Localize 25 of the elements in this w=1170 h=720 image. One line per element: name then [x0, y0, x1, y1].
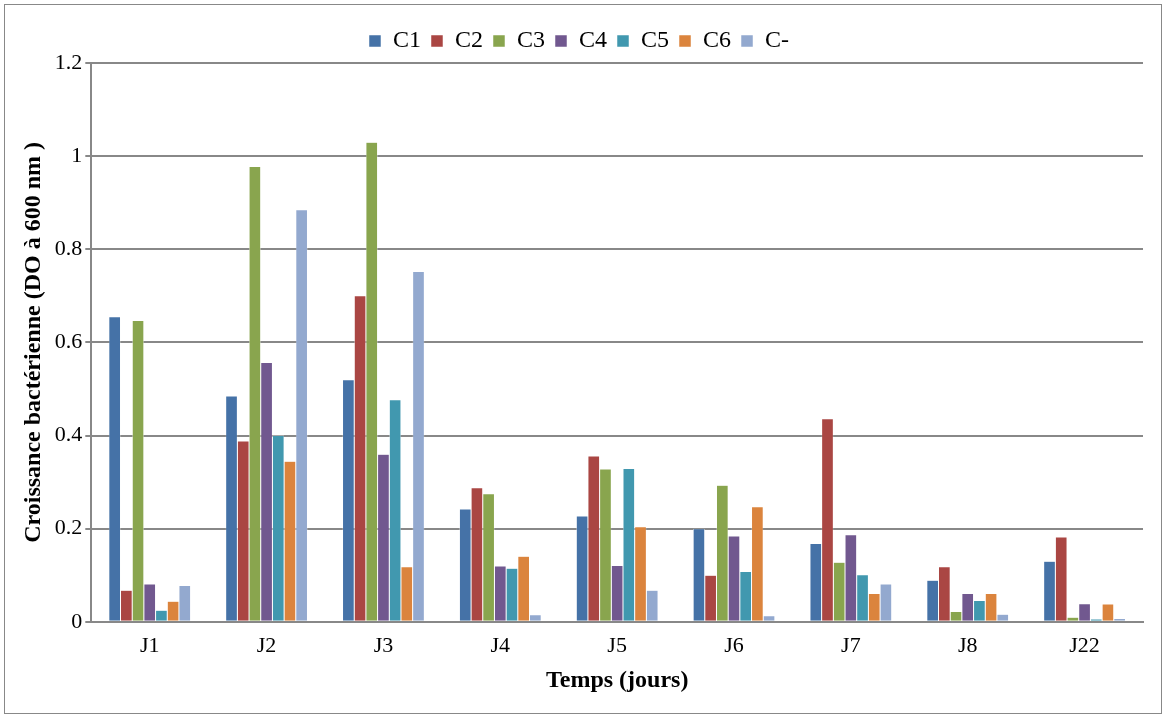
legend-label: C-: [765, 26, 790, 53]
x-axis-title: Temps (jours): [545, 665, 689, 692]
y-tick-label: 0.2: [54, 514, 83, 540]
x-tick-label: J7: [841, 631, 861, 657]
y-tick-label: 1.2: [54, 48, 83, 74]
y-tick-label: 0.6: [54, 328, 83, 354]
x-tick-label: J22: [1069, 631, 1100, 657]
y-tick-label: 0.4: [54, 421, 83, 447]
x-tick-label: J2: [256, 631, 277, 657]
x-tick-label: J1: [139, 631, 160, 657]
x-tick-label: J5: [607, 631, 627, 657]
legend-label: C6: [703, 26, 732, 53]
y-tick-label: 0.8: [54, 235, 83, 261]
y-tick-label: 0: [71, 607, 83, 633]
legend-label: C5: [641, 26, 670, 53]
legend-label: C4: [579, 26, 608, 53]
legend-label: C2: [454, 26, 483, 53]
y-axis-title: Croissance bactérienne (DO à 600 nm ): [18, 141, 45, 543]
x-tick-label: J4: [490, 631, 511, 657]
x-tick-label: J3: [373, 631, 394, 657]
x-tick-label: J8: [957, 631, 978, 657]
legend-label: C3: [516, 26, 546, 53]
y-tick-label: 1: [71, 141, 83, 167]
x-tick-label: J6: [724, 631, 744, 657]
legend-label: C1: [392, 26, 421, 53]
